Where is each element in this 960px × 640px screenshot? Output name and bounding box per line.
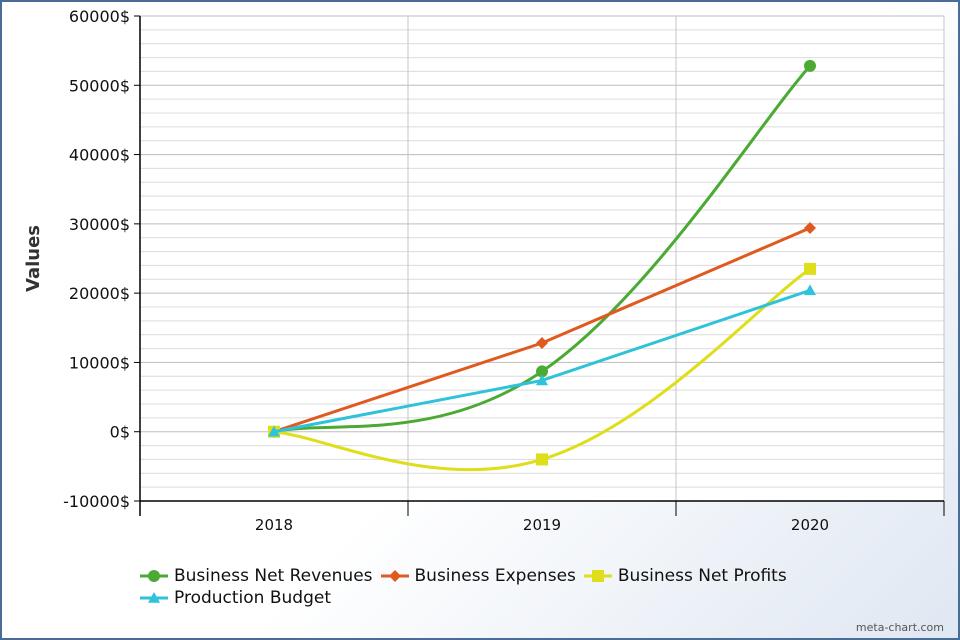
- series-business-net-profits: [268, 262, 816, 472]
- data-point: [804, 284, 816, 296]
- legend-swatch: [140, 592, 168, 603]
- plot-area: [140, 16, 944, 501]
- legend-swatch: [583, 570, 612, 582]
- legend-label: Business Expenses: [414, 566, 576, 586]
- legend-swatch-marker: [148, 592, 160, 603]
- y-tick-label: 50000$: [69, 76, 130, 95]
- y-axis-title: Values: [23, 225, 44, 292]
- x-tick-label: 2018: [255, 516, 293, 534]
- legend-swatch-marker: [591, 570, 604, 582]
- legend-label: Production Budget: [174, 588, 331, 608]
- data-point: [536, 453, 548, 466]
- legend-swatch-marker: [148, 570, 160, 582]
- legend-row: Production Budget: [140, 587, 900, 609]
- data-point: [536, 374, 548, 386]
- legend-swatch: [380, 570, 409, 582]
- legend-row: Business Net Revenues Business Expenses Bu…: [140, 565, 900, 587]
- data-point: [804, 222, 816, 235]
- line-chart: -10000$ 0$ 10000$ 20000$ 30000$ 40000$ 50000$ 6…: [23, 7, 945, 534]
- legend-swatch: [140, 570, 168, 582]
- legend: Business Net Revenues Business Expenses Bu…: [140, 565, 900, 609]
- data-point: [804, 59, 816, 72]
- y-tick-label: 30000$: [69, 215, 130, 234]
- legend-item-business-expenses[interactable]: Business Expenses: [380, 566, 576, 586]
- data-point: [536, 337, 548, 350]
- series-line: [273, 64, 812, 434]
- y-tick-label: 10000$: [69, 353, 130, 372]
- y-tick-label: 20000$: [69, 284, 130, 303]
- data-point: [804, 262, 816, 275]
- legend-item-production-budget[interactable]: Production Budget: [140, 588, 331, 608]
- data-point: [268, 425, 280, 437]
- legend-swatch-marker: [388, 570, 401, 582]
- y-tick-label: 60000$: [69, 7, 130, 26]
- legend-item-business-net-revenues[interactable]: Business Net Revenues: [140, 566, 373, 586]
- x-tick-label: 2020: [791, 516, 829, 534]
- x-tick-label: 2019: [523, 516, 561, 534]
- y-tick-label: -10000$: [63, 492, 130, 511]
- series-production-budget: [268, 284, 816, 437]
- data-point: [536, 365, 548, 378]
- watermark-credit: meta-chart.com: [855, 621, 944, 634]
- y-tick-label: 40000$: [69, 146, 130, 165]
- legend-label: Business Net Profits: [617, 566, 787, 586]
- legend-label: Business Net Revenues: [174, 566, 373, 586]
- y-tick-label: 0$: [110, 423, 130, 442]
- legend-item-business-net-profits[interactable]: Business Net Profits: [583, 566, 787, 586]
